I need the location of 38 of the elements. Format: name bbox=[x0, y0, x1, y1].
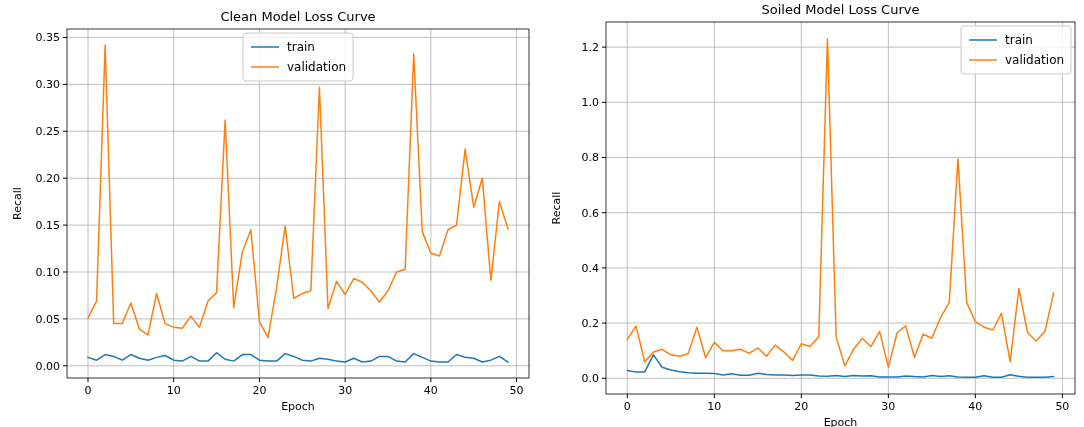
y-tick-label: 0.6 bbox=[581, 206, 599, 220]
x-axis-title: Epoch bbox=[281, 400, 315, 413]
y-tick-label: 0.25 bbox=[35, 125, 60, 139]
x-tick-label: 40 bbox=[423, 384, 438, 397]
y-tick-label: 0.10 bbox=[35, 265, 60, 279]
chart-title: Soiled Model Loss Curve bbox=[761, 2, 920, 17]
legend-label: validation bbox=[287, 60, 347, 75]
y-tick-label: 0.2 bbox=[581, 316, 599, 330]
x-tick-label: 0 bbox=[623, 400, 631, 413]
legend-label: train bbox=[287, 40, 315, 55]
y-tick-label: 0.20 bbox=[35, 172, 60, 186]
x-tick-label: 20 bbox=[252, 384, 267, 397]
x-tick-label: 0 bbox=[84, 384, 92, 397]
x-tick-label: 50 bbox=[1055, 400, 1070, 413]
y-tick-label: 0.00 bbox=[35, 359, 60, 373]
x-tick-label: 10 bbox=[707, 400, 722, 413]
x-tick-label: 20 bbox=[794, 400, 809, 413]
y-axis-title: Recall bbox=[11, 187, 24, 220]
x-tick-label: 30 bbox=[338, 384, 353, 397]
y-axis-title: Recall bbox=[550, 191, 563, 225]
line-series bbox=[87, 351, 509, 363]
y-tick-label: 0.4 bbox=[581, 261, 599, 275]
y-tick-label: 0.0 bbox=[581, 372, 599, 386]
legend-label: validation bbox=[1005, 53, 1065, 68]
x-tick-label: 40 bbox=[968, 400, 983, 413]
y-tick-label: 0.15 bbox=[35, 218, 60, 232]
y-tick-label: 0.8 bbox=[581, 151, 599, 165]
x-tick-label: 50 bbox=[509, 384, 524, 397]
y-tick-label: 0.05 bbox=[35, 312, 60, 326]
y-tick-label: 0.35 bbox=[35, 31, 60, 45]
line-series bbox=[626, 354, 1055, 378]
y-tick-label: 1.2 bbox=[581, 40, 599, 54]
legend-label: train bbox=[1005, 33, 1033, 48]
chart-title: Clean Model Loss Curve bbox=[220, 9, 376, 24]
y-tick-label: 0.30 bbox=[35, 78, 60, 92]
x-tick-label: 30 bbox=[881, 400, 896, 413]
x-tick-label: 10 bbox=[166, 384, 181, 397]
y-tick-label: 1.0 bbox=[581, 96, 599, 110]
